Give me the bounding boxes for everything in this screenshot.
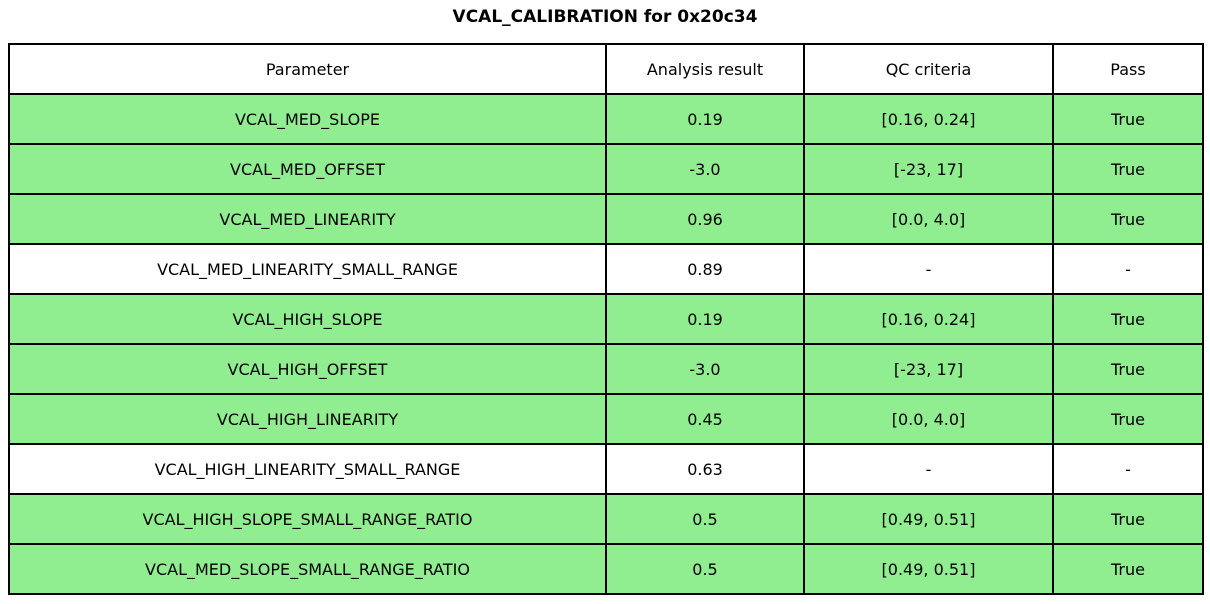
qc-criteria-cell: [-23, 17] xyxy=(803,343,1054,395)
parameter-cell: VCAL_HIGH_LINEARITY xyxy=(8,393,607,445)
analysis-result-cell: 0.19 xyxy=(605,93,805,145)
qc-criteria-cell: [0.49, 0.51] xyxy=(803,493,1054,545)
qc-criteria-cell: [0.0, 4.0] xyxy=(803,393,1054,445)
column-header-analysis-result: Analysis result xyxy=(605,43,805,95)
qc-criteria-cell: [0.16, 0.24] xyxy=(803,93,1054,145)
table-row: VCAL_HIGH_SLOPE 0.19 [0.16, 0.24] True xyxy=(8,293,1204,345)
analysis-result-cell: 0.89 xyxy=(605,243,805,295)
table-row: VCAL_MED_OFFSET -3.0 [-23, 17] True xyxy=(8,143,1204,195)
parameter-cell: VCAL_HIGH_OFFSET xyxy=(8,343,607,395)
table-row: VCAL_HIGH_LINEARITY 0.45 [0.0, 4.0] True xyxy=(8,393,1204,445)
analysis-result-cell: 0.5 xyxy=(605,493,805,545)
table-row: VCAL_MED_SLOPE_SMALL_RANGE_RATIO 0.5 [0.… xyxy=(8,543,1204,595)
column-header-qc-criteria: QC criteria xyxy=(803,43,1054,95)
analysis-result-cell: 0.45 xyxy=(605,393,805,445)
pass-cell: True xyxy=(1052,543,1204,595)
parameter-cell: VCAL_HIGH_SLOPE_SMALL_RANGE_RATIO xyxy=(8,493,607,545)
analysis-result-cell: 0.96 xyxy=(605,193,805,245)
pass-cell: True xyxy=(1052,93,1204,145)
analysis-result-cell: -3.0 xyxy=(605,343,805,395)
table-row: VCAL_MED_LINEARITY 0.96 [0.0, 4.0] True xyxy=(8,193,1204,245)
parameter-cell: VCAL_MED_SLOPE xyxy=(8,93,607,145)
qc-criteria-cell: [0.0, 4.0] xyxy=(803,193,1054,245)
qc-criteria-cell: [0.49, 0.51] xyxy=(803,543,1054,595)
pass-cell: - xyxy=(1052,243,1204,295)
column-header-parameter: Parameter xyxy=(8,43,607,95)
parameter-cell: VCAL_MED_SLOPE_SMALL_RANGE_RATIO xyxy=(8,543,607,595)
table-header: Parameter Analysis result QC criteria Pa… xyxy=(8,43,1204,95)
table-row: VCAL_HIGH_LINEARITY_SMALL_RANGE 0.63 - - xyxy=(8,443,1204,495)
qc-criteria-cell: [0.16, 0.24] xyxy=(803,293,1054,345)
qc-results-table: Parameter Analysis result QC criteria Pa… xyxy=(8,43,1204,595)
analysis-result-cell: -3.0 xyxy=(605,143,805,195)
table-header-row: Parameter Analysis result QC criteria Pa… xyxy=(8,43,1204,95)
pass-cell: True xyxy=(1052,293,1204,345)
table-row: VCAL_HIGH_SLOPE_SMALL_RANGE_RATIO 0.5 [0… xyxy=(8,493,1204,545)
table-row: VCAL_HIGH_OFFSET -3.0 [-23, 17] True xyxy=(8,343,1204,395)
parameter-cell: VCAL_MED_OFFSET xyxy=(8,143,607,195)
parameter-cell: VCAL_HIGH_SLOPE xyxy=(8,293,607,345)
analysis-result-cell: 0.63 xyxy=(605,443,805,495)
qc-criteria-cell: [-23, 17] xyxy=(803,143,1054,195)
table-row: VCAL_MED_LINEARITY_SMALL_RANGE 0.89 - - xyxy=(8,243,1204,295)
page-title: VCAL_CALIBRATION for 0x20c34 xyxy=(452,7,758,27)
pass-cell: True xyxy=(1052,393,1204,445)
pass-cell: True xyxy=(1052,343,1204,395)
pass-cell: - xyxy=(1052,443,1204,495)
parameter-cell: VCAL_HIGH_LINEARITY_SMALL_RANGE xyxy=(8,443,607,495)
qc-criteria-cell: - xyxy=(803,443,1054,495)
table-row: VCAL_MED_SLOPE 0.19 [0.16, 0.24] True xyxy=(8,93,1204,145)
table-body: VCAL_MED_SLOPE 0.19 [0.16, 0.24] True VC… xyxy=(8,93,1204,595)
pass-cell: True xyxy=(1052,493,1204,545)
pass-cell: True xyxy=(1052,143,1204,195)
analysis-result-cell: 0.19 xyxy=(605,293,805,345)
parameter-cell: VCAL_MED_LINEARITY_SMALL_RANGE xyxy=(8,243,607,295)
parameter-cell: VCAL_MED_LINEARITY xyxy=(8,193,607,245)
pass-cell: True xyxy=(1052,193,1204,245)
qc-criteria-cell: - xyxy=(803,243,1054,295)
column-header-pass: Pass xyxy=(1052,43,1204,95)
analysis-result-cell: 0.5 xyxy=(605,543,805,595)
